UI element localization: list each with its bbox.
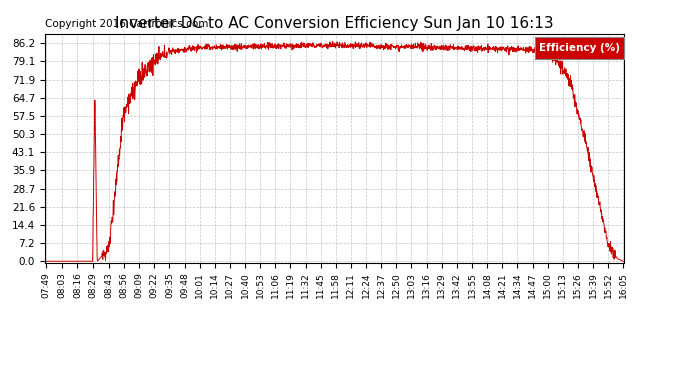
- Text: Copyright 2016 Cartronics.com: Copyright 2016 Cartronics.com: [45, 19, 208, 29]
- Title: Inverter DC to AC Conversion Efficiency Sun Jan 10 16:13: Inverter DC to AC Conversion Efficiency …: [115, 16, 554, 31]
